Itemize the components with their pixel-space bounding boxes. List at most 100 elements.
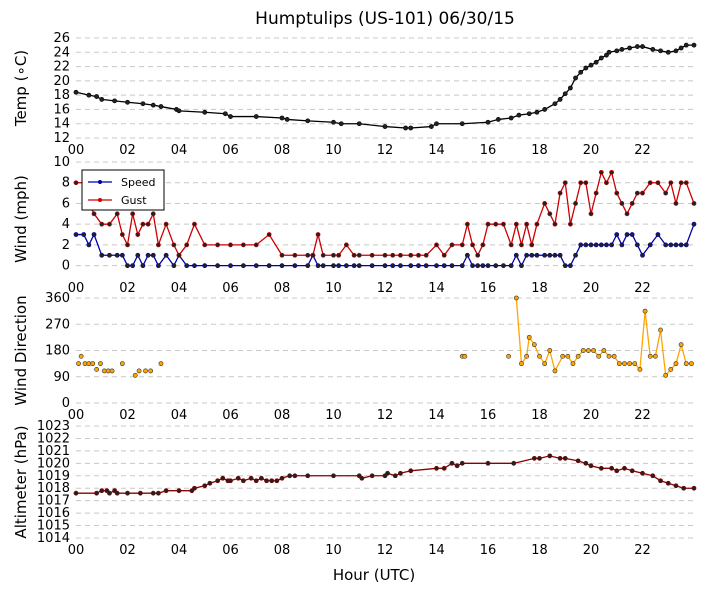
data-point	[155, 490, 161, 496]
data-point	[94, 367, 99, 372]
data-point	[140, 221, 146, 227]
data-point	[542, 201, 548, 206]
data-point	[578, 242, 584, 248]
data-point	[207, 480, 213, 486]
x-tick-label: 10	[325, 281, 342, 296]
data-point	[434, 465, 439, 471]
y-tick-label: 270	[45, 317, 70, 332]
data-point	[382, 252, 388, 258]
y-tick-label: 8	[62, 176, 70, 191]
data-point	[513, 252, 519, 258]
data-point	[220, 475, 226, 481]
data-point	[691, 485, 697, 491]
data-point	[114, 490, 120, 496]
data-point	[547, 252, 553, 258]
data-point	[136, 368, 142, 374]
data-point	[573, 75, 578, 81]
data-point	[678, 342, 684, 348]
data-point	[542, 361, 548, 367]
data-point	[606, 49, 612, 55]
data-point	[598, 465, 604, 471]
data-point	[382, 263, 388, 269]
data-point	[171, 242, 177, 248]
data-point	[91, 211, 97, 217]
data-point	[305, 118, 311, 124]
data-point	[202, 242, 208, 248]
data-point	[143, 368, 148, 374]
panel-altimeter: 1014101510161017101810191020102110221023…	[12, 419, 697, 558]
data-point	[614, 468, 620, 474]
data-point	[609, 169, 614, 175]
data-point	[76, 361, 81, 367]
data-point	[655, 180, 661, 186]
x-tick-label: 10	[325, 543, 342, 558]
data-point	[266, 263, 272, 269]
y-tick-label: 4	[62, 217, 70, 232]
data-point	[398, 470, 403, 476]
data-point	[137, 490, 143, 496]
data-point	[627, 45, 633, 51]
data-point	[408, 468, 414, 474]
data-point	[369, 263, 375, 269]
data-point	[560, 353, 566, 359]
data-point	[624, 232, 630, 237]
y-tick-label: 1023	[37, 419, 70, 434]
data-point	[184, 263, 190, 269]
data-point	[493, 263, 499, 269]
data-point	[593, 59, 599, 65]
data-point	[202, 263, 208, 269]
data-point	[683, 361, 689, 367]
y-axis-label: Wind Direction	[12, 295, 30, 405]
y-tick-label: 360	[45, 291, 70, 306]
x-tick-label: 04	[171, 408, 188, 423]
y-tick-label: 1022	[37, 431, 70, 446]
data-point	[99, 97, 105, 102]
y-tick-label: 12	[53, 131, 70, 146]
data-point	[279, 252, 285, 258]
data-point	[132, 372, 138, 378]
data-point	[622, 361, 627, 367]
data-point	[145, 252, 151, 258]
data-point	[336, 252, 342, 258]
data-point	[150, 490, 156, 496]
y-tick-label: 6	[62, 196, 70, 211]
data-point	[634, 242, 640, 248]
data-point	[176, 488, 182, 494]
data-point	[616, 361, 622, 367]
data-point	[562, 91, 568, 97]
x-tick-label: 18	[531, 543, 548, 558]
data-point	[547, 211, 553, 217]
data-point	[202, 109, 208, 115]
data-point	[315, 263, 321, 269]
data-point	[369, 473, 375, 479]
x-tick-label: 18	[531, 281, 548, 296]
data-point	[557, 97, 563, 102]
data-point	[485, 263, 491, 269]
data-point	[73, 180, 79, 186]
data-point	[99, 221, 105, 227]
data-point	[171, 263, 177, 269]
data-point	[658, 478, 663, 484]
data-point	[588, 62, 594, 68]
legend-label: Speed	[121, 176, 155, 189]
data-point	[434, 263, 439, 269]
data-point	[634, 190, 640, 196]
data-point	[145, 221, 151, 227]
x-tick-label: 02	[119, 143, 136, 158]
data-point	[240, 263, 246, 269]
data-point	[99, 488, 105, 494]
y-tick-label: 10	[53, 155, 70, 170]
data-point	[184, 242, 190, 248]
data-point	[650, 473, 656, 479]
data-point	[583, 180, 589, 186]
x-tick-label: 14	[428, 143, 445, 158]
data-point	[552, 221, 558, 227]
data-point	[663, 242, 669, 248]
data-point	[647, 180, 653, 186]
x-tick-label: 16	[480, 281, 497, 296]
data-point	[508, 263, 514, 269]
data-point	[107, 252, 112, 258]
data-point	[647, 242, 653, 248]
data-point	[665, 49, 671, 55]
